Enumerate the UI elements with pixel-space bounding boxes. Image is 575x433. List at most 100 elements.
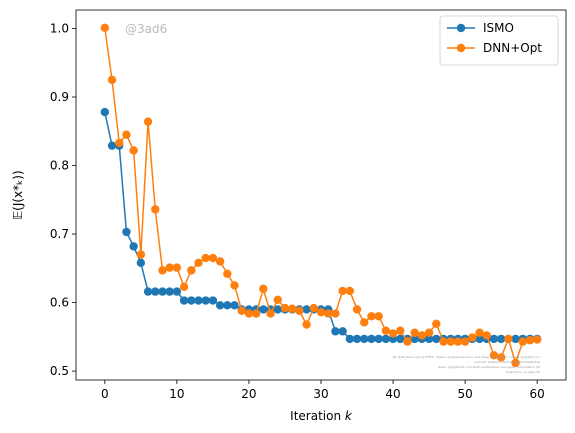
data-point [179, 296, 189, 305]
series-dnn-opt [100, 23, 542, 368]
data-point [158, 266, 167, 275]
data-point [309, 303, 318, 313]
data-point [266, 309, 275, 318]
data-point [367, 312, 376, 321]
legend-entry: ISMO [483, 21, 514, 35]
x-tick-label: 0 [101, 387, 109, 401]
data-point [136, 250, 146, 259]
data-point [201, 253, 210, 263]
data-point [172, 287, 182, 296]
data-point [151, 205, 160, 214]
data-point [367, 334, 376, 344]
data-point [331, 309, 340, 318]
data-point [316, 307, 326, 317]
data-point [439, 337, 448, 346]
data-point [424, 328, 434, 337]
legend-marker [456, 23, 466, 33]
data-point [338, 286, 347, 296]
footnote-line: Repo: git@github.com:kjetil-lye/iterativ… [438, 365, 541, 369]
data-point [381, 334, 391, 344]
x-tick-label: 50 [457, 387, 472, 401]
data-point [215, 257, 225, 266]
legend-entry: DNN+Opt [483, 41, 542, 55]
data-point [475, 328, 484, 337]
data-point [201, 296, 210, 305]
data-point [259, 305, 268, 314]
y-axis: 0.5 0.6 0.7 0.8 0.9 1.0 [50, 22, 76, 378]
data-point [345, 334, 355, 344]
data-point [143, 117, 153, 126]
watermark: @3ad6 [125, 22, 167, 36]
data-point [223, 269, 232, 278]
data-point [432, 319, 441, 329]
x-axis: 0 10 20 30 40 50 60 [101, 380, 545, 401]
x-tick-label: 30 [313, 387, 328, 401]
data-point [223, 301, 232, 310]
legend: ISMO DNN+Opt [439, 15, 559, 66]
data-point [158, 287, 167, 296]
data-point [230, 281, 239, 290]
x-tick-label: 20 [241, 387, 256, 401]
y-tick-label: 0.7 [50, 227, 69, 241]
plot-frame [75, 9, 567, 381]
y-axis-label: 𝔼(J(x*ₖ)) [11, 170, 25, 219]
data-point [396, 334, 405, 344]
data-point [345, 286, 355, 296]
data-point [496, 334, 506, 344]
data-point [388, 329, 398, 338]
data-point [352, 305, 362, 314]
data-point [230, 301, 239, 310]
data-point [100, 107, 110, 117]
data-point [244, 309, 254, 318]
data-point [129, 146, 138, 155]
data-point [208, 253, 218, 263]
x-tick-label: 10 [169, 387, 184, 401]
y-tick-label: 1.0 [50, 22, 69, 36]
x-tick-label: 40 [385, 387, 400, 401]
data-point [396, 326, 405, 335]
data-point [360, 318, 369, 327]
data-point [417, 331, 427, 340]
data-point [273, 305, 282, 314]
data-point [302, 305, 311, 314]
data-point [511, 358, 520, 368]
data-point [482, 331, 491, 340]
data-point [194, 296, 203, 305]
data-point [511, 334, 520, 344]
data-point [424, 334, 434, 344]
data-point [432, 334, 441, 344]
footnote: By Kjetil Olsen Lye @ ETHZ <kjetil.o.lye… [393, 355, 541, 374]
data-point [532, 335, 542, 344]
y-tick-label: 0.8 [50, 159, 69, 173]
data-point [280, 303, 290, 313]
data-point [287, 304, 297, 313]
data-point [122, 227, 131, 237]
data-point [324, 309, 333, 318]
data-point [489, 334, 499, 344]
data-point [208, 296, 218, 305]
data-point [122, 130, 131, 139]
data-point [475, 334, 484, 344]
data-point [259, 284, 268, 294]
data-point [215, 301, 225, 310]
data-point [496, 353, 506, 362]
data-point [468, 333, 477, 342]
x-tick-label: 60 [530, 387, 545, 401]
data-point [273, 295, 282, 305]
data-point [194, 258, 203, 268]
data-point [172, 263, 182, 272]
data-point [187, 296, 196, 305]
data-point [129, 242, 138, 251]
plot-area [100, 23, 542, 368]
data-point [504, 334, 513, 344]
data-point [100, 23, 110, 33]
data-point [295, 306, 304, 315]
series-line [104, 111, 538, 340]
data-point [165, 263, 174, 272]
data-point [136, 258, 146, 268]
footnote-line: Commit: 6a66d211fe31a5b230e3e3a6b5e6 [474, 360, 540, 364]
data-point [107, 141, 117, 150]
data-point [151, 287, 160, 296]
footnote-line: Hostname: eu-login-05 [506, 370, 540, 374]
